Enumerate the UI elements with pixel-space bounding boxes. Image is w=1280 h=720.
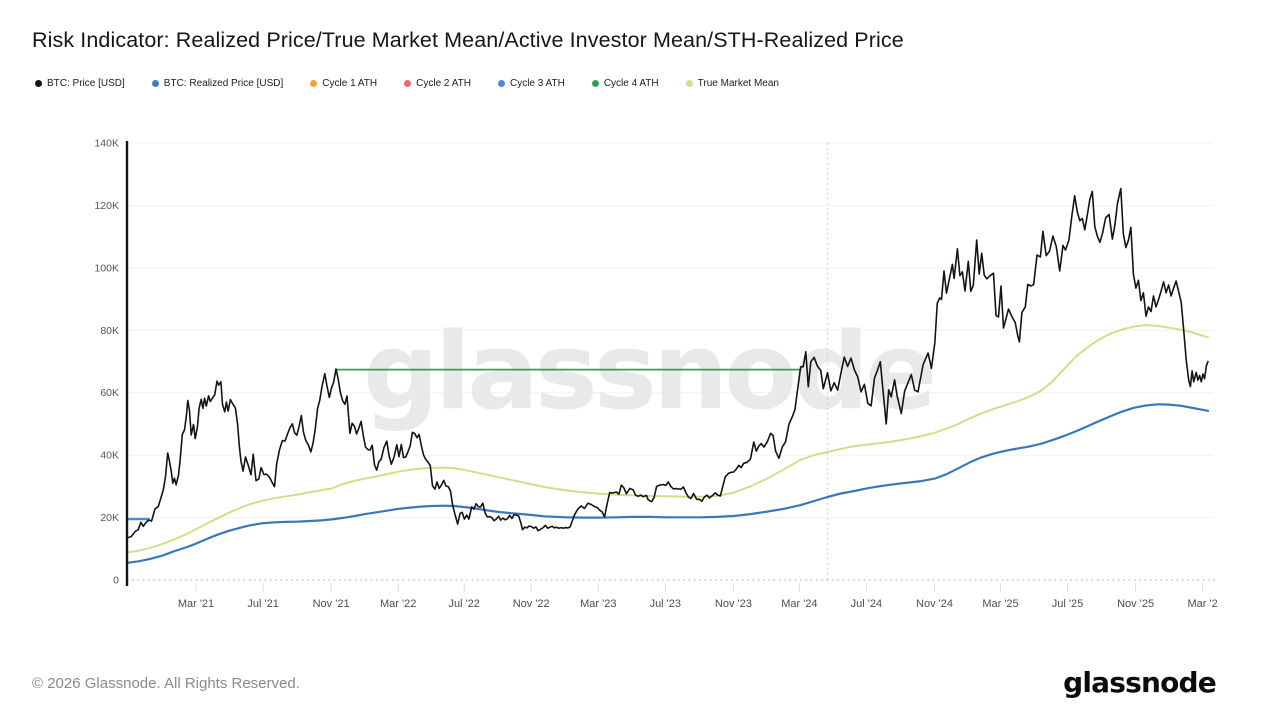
- legend-item-label: Cycle 1 ATH: [322, 78, 378, 89]
- svg-text:Jul '22: Jul '22: [448, 598, 479, 610]
- legend-color-dot-icon: [591, 80, 599, 87]
- svg-text:60K: 60K: [100, 387, 119, 399]
- legend-item-cycle-1-ath[interactable]: Cycle 1 ATH: [310, 78, 377, 89]
- svg-text:20K: 20K: [100, 512, 119, 524]
- svg-text:Mar '21: Mar '21: [178, 598, 214, 610]
- x-axis-labels: Mar '21 Jul '21 Nov '21 Mar '22 Jul '22 Nov '…: [178, 583, 1218, 610]
- legend-color-dot-icon: [310, 80, 318, 87]
- svg-text:0: 0: [113, 575, 119, 587]
- svg-text:80K: 80K: [100, 325, 119, 337]
- page-title: Risk Indicator: Realized Price/True Mark…: [32, 28, 904, 52]
- legend-color-dot-icon: [404, 80, 412, 87]
- legend-item-label: Cycle 4 ATH: [603, 78, 659, 89]
- svg-text:120K: 120K: [94, 200, 119, 212]
- svg-text:Mar '23: Mar '23: [580, 598, 616, 610]
- svg-text:Jul '24: Jul '24: [851, 598, 882, 610]
- legend-color-dot-icon: [151, 80, 159, 87]
- legend-item-cycle-4-ath[interactable]: Cycle 4 ATH: [591, 78, 659, 89]
- svg-text:Jul '21: Jul '21: [247, 598, 278, 610]
- svg-text:Nov '23: Nov '23: [715, 598, 752, 610]
- chart-series: [125, 187, 1210, 564]
- gridlines: [127, 142, 1213, 519]
- footer-copyright: © 2026 Glassnode. All Rights Reserved.: [32, 675, 300, 692]
- legend-item-cycle-2-ath[interactable]: Cycle 2 ATH: [404, 78, 471, 89]
- chart-legend: BTC: Price [USD] BTC: Realized Price [USD…: [35, 78, 779, 89]
- svg-text:100K: 100K: [94, 262, 119, 274]
- legend-item-label: True Market Mean: [697, 78, 779, 89]
- svg-text:Nov '22: Nov '22: [513, 598, 550, 610]
- svg-text:Nov '25: Nov '25: [1117, 598, 1154, 610]
- legend-color-dot-icon: [497, 80, 505, 87]
- series-line-btc-price-usd: [126, 187, 1209, 539]
- legend-item-label: Cycle 2 ATH: [416, 78, 471, 89]
- svg-text:40K: 40K: [100, 450, 119, 462]
- svg-text:Nov '24: Nov '24: [916, 598, 953, 610]
- svg-text:Mar '25: Mar '25: [982, 598, 1018, 610]
- legend-item-true-market-mean[interactable]: True Market Mean: [685, 78, 779, 89]
- legend-color-dot-icon: [685, 80, 693, 87]
- legend-item-label: BTC: Price [USD]: [47, 78, 125, 89]
- legend-item-cycle-3-ath[interactable]: Cycle 3 ATH: [497, 78, 565, 89]
- svg-text:Mar '22: Mar '22: [380, 598, 416, 610]
- legend-item-label: Cycle 3 ATH: [509, 78, 565, 89]
- legend-item-label: BTC: Realized Price [USD]: [163, 78, 284, 89]
- svg-text:Mar '2: Mar '2: [1187, 598, 1217, 610]
- glassnode-watermark: glassnode: [363, 310, 933, 433]
- svg-text:140K: 140K: [94, 138, 119, 150]
- svg-text:Mar '24: Mar '24: [781, 598, 817, 610]
- legend-item-btc-realized-price-usd[interactable]: BTC: Realized Price [USD]: [151, 78, 284, 89]
- y-axis-labels: 0 20K 40K 60K 80K 100K 120K 140K: [94, 138, 119, 587]
- series-line-btc-realized-price-usd: [125, 403, 1210, 564]
- glassnode-logo: glassnode: [1063, 666, 1217, 699]
- svg-text:Jul '23: Jul '23: [650, 598, 681, 610]
- legend-item-btc-price-usd[interactable]: BTC: Price [USD]: [35, 78, 125, 89]
- legend-color-dot-icon: [35, 80, 42, 87]
- svg-text:Jul '25: Jul '25: [1052, 598, 1083, 610]
- svg-text:Nov '21: Nov '21: [313, 598, 350, 610]
